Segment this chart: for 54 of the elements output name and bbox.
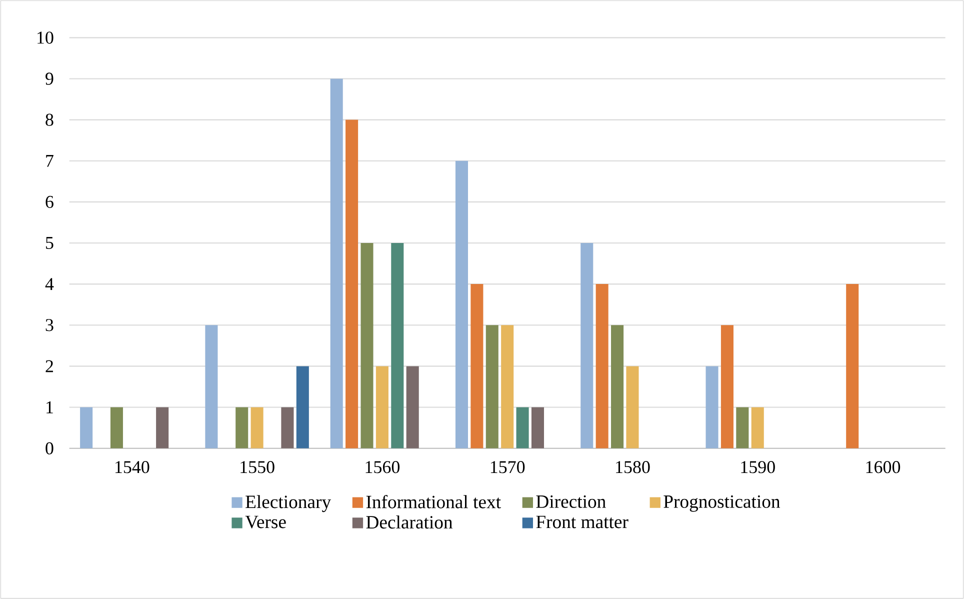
legend-label: Front matter	[536, 516, 628, 528]
legend-label: Declaration	[366, 515, 453, 529]
bar	[486, 325, 498, 448]
bar	[626, 366, 639, 448]
x-tick-label: 1560	[366, 461, 400, 474]
y-tick-label: 8	[46, 114, 54, 126]
bar	[720, 325, 734, 448]
y-tick-label: 7	[46, 154, 54, 167]
x-tick-label: 1590	[741, 461, 775, 474]
bar	[846, 284, 859, 448]
bar	[360, 242, 374, 448]
legend-label: Verse	[245, 516, 286, 528]
bar	[455, 160, 468, 448]
bar	[470, 284, 484, 448]
x-tick-label: 1550	[240, 461, 274, 474]
legend-label: Direction	[536, 495, 606, 508]
bar	[706, 366, 718, 448]
legend-label: Informational text	[366, 494, 501, 508]
bar	[516, 407, 529, 448]
y-tick-label: 0	[46, 442, 54, 454]
x-tick-label: 1570	[490, 461, 525, 474]
bar	[156, 407, 169, 448]
x-tick-label: 1580	[616, 461, 650, 474]
y-tick-label: 4	[45, 278, 54, 290]
bar	[205, 325, 218, 448]
y-tick-label: 3	[46, 319, 54, 332]
bar	[330, 78, 343, 448]
bar	[80, 407, 93, 448]
x-tick-label: 1540	[116, 461, 150, 474]
bar	[296, 366, 309, 448]
y-tick-label: 1	[46, 401, 53, 414]
y-tick-label: 9	[46, 72, 54, 85]
legend-label: Prognostication	[664, 495, 780, 512]
y-tick-label: 10	[38, 32, 54, 44]
bar	[580, 242, 594, 448]
bar	[751, 407, 764, 448]
bar	[501, 325, 514, 448]
bar	[391, 242, 404, 448]
bar	[250, 407, 264, 448]
bar	[596, 284, 608, 448]
bar	[376, 366, 388, 448]
bar	[281, 407, 294, 448]
y-tick-label: 6	[46, 196, 54, 208]
bar	[406, 366, 419, 448]
bar	[611, 325, 624, 448]
y-tick-label: 5	[46, 237, 54, 249]
bar	[531, 407, 544, 448]
y-tick-label: 2	[46, 360, 53, 372]
bar	[236, 407, 248, 448]
bar	[736, 407, 749, 448]
x-tick-label: 1600	[866, 461, 900, 474]
bar	[110, 407, 123, 448]
bar	[346, 120, 358, 448]
legend-label: Electionary	[246, 495, 332, 512]
